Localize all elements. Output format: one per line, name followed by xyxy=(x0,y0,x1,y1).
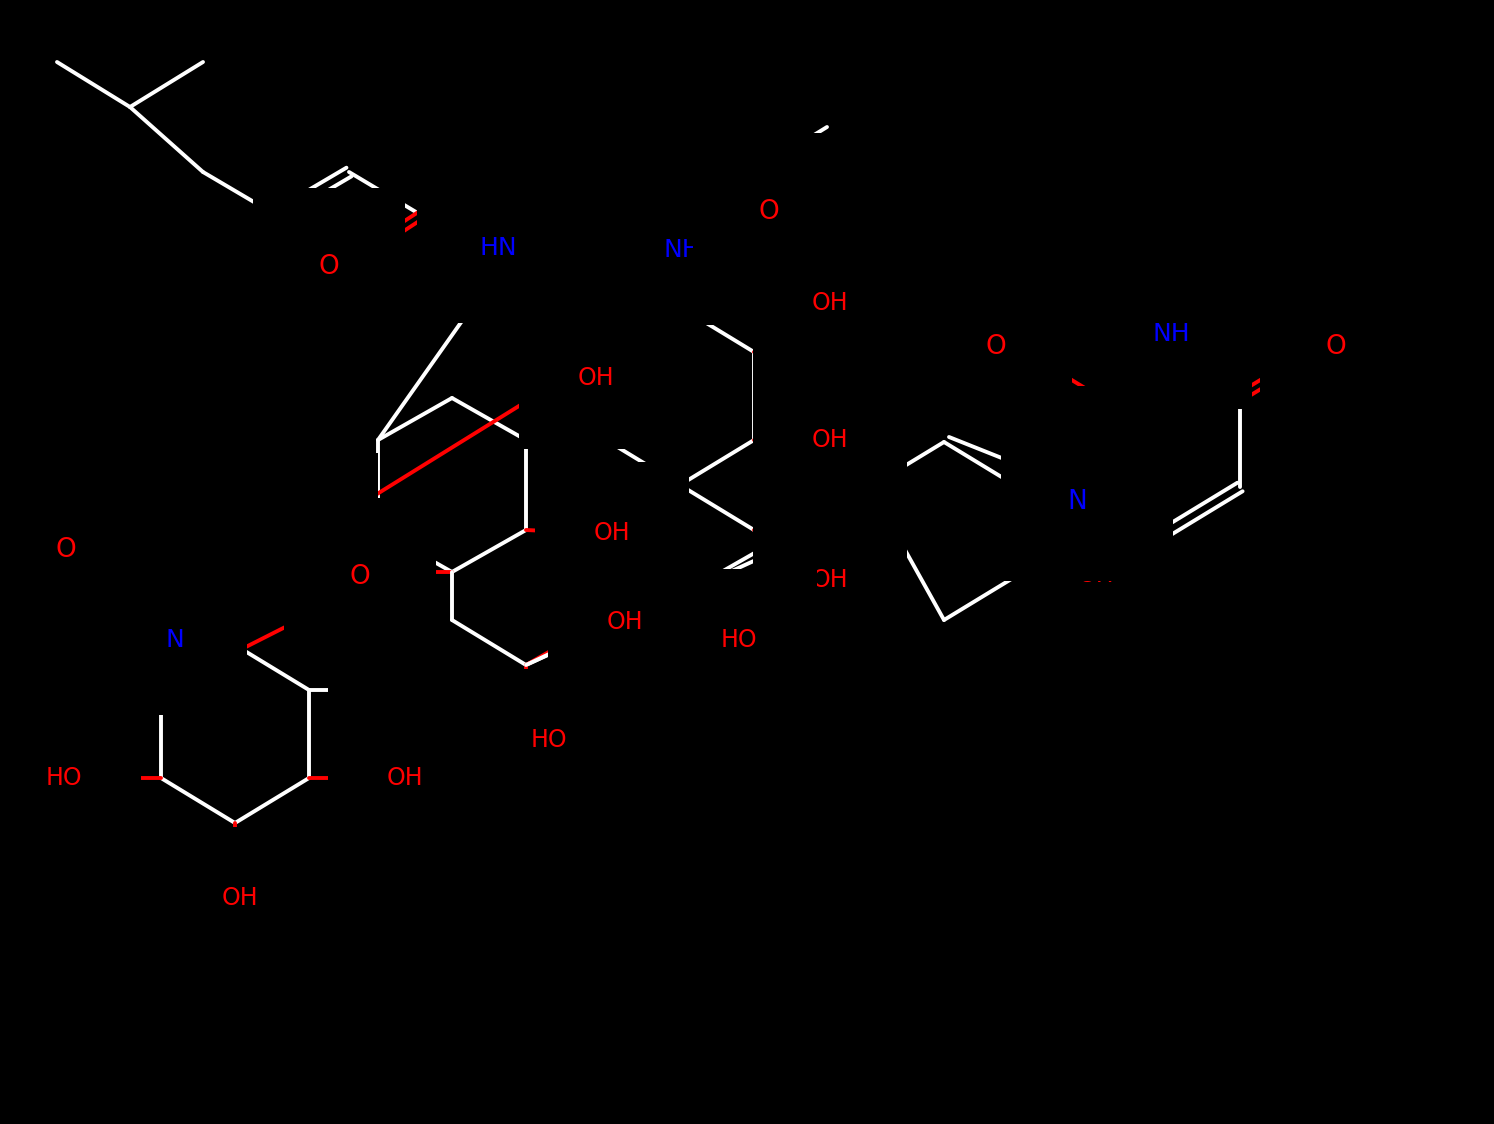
Text: N: N xyxy=(166,628,185,652)
Text: HO: HO xyxy=(45,765,82,790)
Text: OH: OH xyxy=(1077,445,1115,469)
Text: O: O xyxy=(318,254,339,280)
Text: NH: NH xyxy=(663,238,701,262)
Text: O: O xyxy=(1325,334,1346,360)
Text: HO: HO xyxy=(530,728,568,752)
Text: O: O xyxy=(986,334,1007,360)
Text: O: O xyxy=(759,199,780,225)
Text: O: O xyxy=(291,519,312,545)
Text: N: N xyxy=(1067,489,1086,515)
Text: OH: OH xyxy=(811,291,849,315)
Text: OH: OH xyxy=(811,568,849,592)
Text: OH: OH xyxy=(578,366,614,390)
Text: OH: OH xyxy=(387,765,423,790)
Text: HO: HO xyxy=(722,628,757,652)
Text: HN: HN xyxy=(480,236,517,260)
Text: O: O xyxy=(55,537,76,563)
Text: OH: OH xyxy=(607,610,644,634)
Text: O: O xyxy=(350,564,371,590)
Text: OH: OH xyxy=(1077,563,1115,587)
Text: OH: OH xyxy=(593,522,630,545)
Text: OH: OH xyxy=(811,428,849,452)
Text: NH: NH xyxy=(1152,321,1189,346)
Text: H: H xyxy=(130,623,146,643)
Text: OH: OH xyxy=(221,886,258,910)
Text: OH: OH xyxy=(387,728,423,752)
